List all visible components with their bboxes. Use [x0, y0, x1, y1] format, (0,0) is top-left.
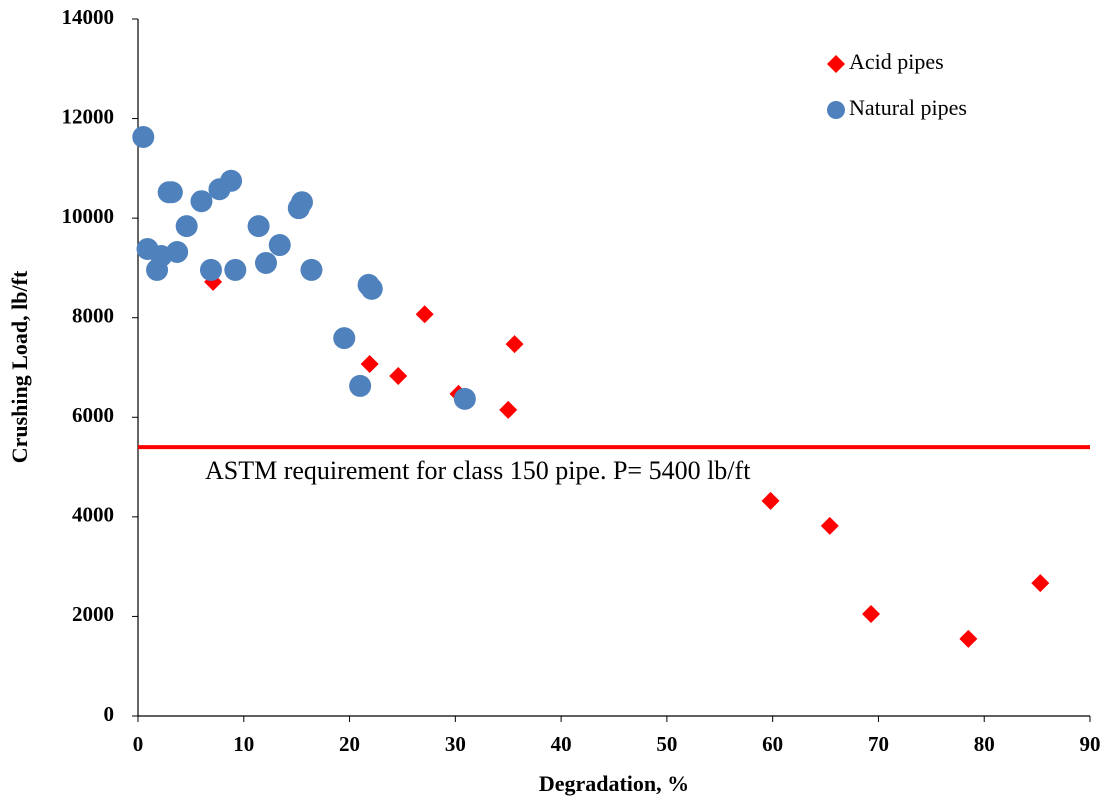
data-point — [160, 181, 183, 204]
data-point — [820, 516, 839, 535]
data-point — [360, 355, 379, 374]
x-tick-label: 0 — [133, 732, 144, 756]
x-axis-title: Degradation, % — [539, 771, 689, 796]
y-tick-label: 2000 — [72, 602, 114, 626]
data-point — [146, 258, 169, 281]
data-point — [499, 400, 518, 419]
data-point — [247, 215, 270, 238]
y-tick-label: 12000 — [62, 104, 115, 128]
x-tick-label: 40 — [551, 732, 572, 756]
data-point — [268, 234, 291, 257]
data-point — [132, 125, 155, 148]
y-axis-title: Crushing Load, lb/ft — [7, 270, 32, 463]
x-tick-label: 90 — [1080, 732, 1101, 756]
data-point — [959, 629, 978, 648]
data-point — [349, 374, 372, 397]
data-point — [1031, 574, 1050, 593]
x-tick-label: 10 — [233, 732, 254, 756]
x-tick-label: 30 — [445, 732, 466, 756]
data-point — [389, 366, 408, 385]
y-tick-label: 14000 — [62, 5, 115, 29]
reference-label: ASTM requirement for class 150 pipe. P= … — [205, 456, 751, 485]
x-tick-label: 20 — [339, 732, 360, 756]
data-point — [360, 277, 383, 300]
data-point — [300, 258, 323, 281]
x-tick-label: 80 — [974, 732, 995, 756]
data-point — [505, 335, 524, 354]
data-point — [224, 258, 247, 281]
y-tick-label: 4000 — [72, 503, 114, 527]
data-point — [415, 305, 434, 324]
legend-label: Natural pipes — [849, 95, 967, 120]
data-point — [333, 327, 356, 350]
y-tick-label: 8000 — [72, 304, 114, 328]
x-tick-label: 70 — [868, 732, 889, 756]
x-tick-label: 50 — [656, 732, 677, 756]
data-point — [761, 491, 780, 510]
data-point — [254, 251, 277, 274]
legend-marker — [827, 101, 845, 119]
legend-label: Acid pipes — [849, 49, 944, 74]
x-tick-label: 60 — [762, 732, 783, 756]
y-tick-label: 6000 — [72, 403, 114, 427]
data-point — [175, 215, 198, 238]
data-point — [453, 387, 476, 410]
y-tick-label: 0 — [104, 702, 115, 726]
legend-marker — [827, 55, 845, 73]
data-point — [190, 190, 213, 213]
data-point — [862, 604, 881, 623]
data-point — [199, 258, 222, 281]
data-point — [220, 169, 243, 192]
data-point — [166, 240, 189, 263]
y-tick-label: 10000 — [62, 204, 115, 228]
data-point — [290, 191, 313, 214]
